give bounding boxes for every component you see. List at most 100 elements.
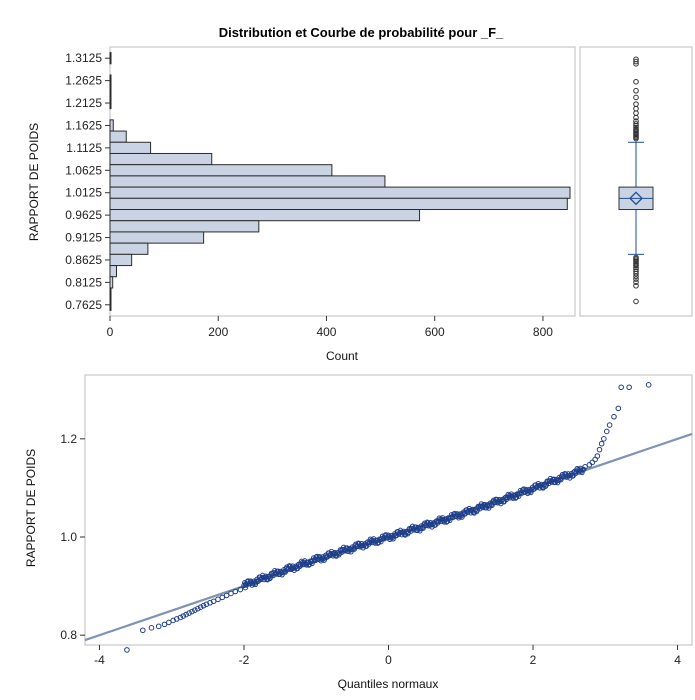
histogram-y-tick-label: 1.3125: [65, 51, 102, 65]
qq-point: [626, 384, 632, 391]
histogram-x-ticks: 0 200 400 600 800: [107, 316, 553, 339]
qq-point: [194, 605, 201, 612]
boxplot-outlier: [633, 126, 639, 133]
qq-point: [166, 619, 172, 626]
histogram-y-tick-label: 1.1625: [65, 118, 102, 132]
boxplot-mean-marker: [629, 191, 643, 206]
histogram-bar: [109, 209, 421, 222]
qq-x-tick-label: -4: [94, 653, 105, 667]
histogram-x-tick-label: 800: [533, 325, 553, 339]
histogram-y-tick-label: 0.8625: [65, 253, 102, 267]
qq-point: [186, 610, 192, 616]
qq-point: [219, 594, 226, 601]
histogram-x-tick-label: 0: [107, 325, 114, 339]
qq-x-tick-label: -2: [239, 653, 250, 667]
qq-x-axis-label: Quantiles normaux: [338, 677, 439, 691]
qq-x-ticks: -4 -2 0 2 4: [94, 645, 681, 667]
qq-point: [615, 405, 622, 412]
histogram-bar: [109, 276, 114, 289]
qq-x-tick-label: 4: [674, 653, 681, 667]
qq-point: [155, 623, 162, 630]
qq-x-tick-label: 2: [530, 653, 537, 667]
qq-point: [516, 493, 522, 499]
histogram-bar: [109, 253, 133, 267]
qq-y-tick-label: 1.2: [60, 432, 77, 446]
qq-point: [594, 453, 601, 459]
histogram-bar: [109, 85, 112, 98]
histogram-x-tick-label: 400: [316, 325, 336, 339]
histogram-bar: [109, 119, 114, 132]
histogram-bar: [109, 164, 333, 177]
histogram-y-tick-label: 1.0625: [65, 163, 102, 177]
qq-point: [237, 586, 244, 593]
histogram-y-tick-label: 0.9625: [65, 208, 102, 222]
boxplot-outlier: [633, 56, 639, 63]
histogram-bar: [109, 186, 571, 199]
histogram-bar: [109, 231, 205, 244]
boxplot-panel: [579, 46, 693, 317]
qq-point: [183, 611, 189, 618]
qq-point: [411, 527, 417, 533]
boxplot-outlier: [633, 273, 639, 280]
histogram-bar: [109, 265, 117, 278]
boxplot-marks: [618, 56, 654, 305]
qq-point: [372, 540, 378, 546]
qq-point: [210, 598, 217, 605]
boxplot-outlier: [633, 270, 639, 277]
histogram-x-tick-label: 200: [208, 325, 228, 339]
histogram-bar: [109, 242, 149, 255]
qq-point: [177, 614, 184, 621]
qq-point: [245, 578, 251, 584]
histogram-panel: 1.3125 1.2625 1.2125 1.1625 1.1125 1.0625 1.01…: [27, 46, 576, 363]
histogram-y-tick-label: 0.8125: [65, 275, 102, 289]
qq-y-tick-label: 0.8: [60, 628, 77, 642]
qq-point: [582, 464, 588, 470]
qq-point: [444, 518, 451, 524]
histogram-bar: [109, 175, 386, 188]
qq-point: [603, 428, 610, 435]
qq-y-axis-label: RAPPORT DE POIDS: [24, 449, 38, 567]
qq-point: [606, 422, 613, 428]
histogram-x-axis-label: Count: [326, 349, 359, 363]
boxplot-outlier: [633, 298, 639, 305]
boxplot-outlier: [633, 118, 639, 124]
qq-point: [309, 560, 315, 567]
histogram-bar: [109, 130, 127, 143]
histogram-bars: [109, 52, 571, 311]
qq-points: [124, 382, 652, 653]
histogram-bar: [109, 298, 112, 311]
qq-point: [242, 584, 249, 591]
qq-point: [215, 596, 221, 603]
qq-x-tick-label: 0: [385, 653, 392, 667]
qq-point: [342, 548, 348, 554]
qq-point: [541, 481, 547, 488]
boxplot-outlier: [633, 262, 639, 269]
histogram-bar: [109, 52, 112, 65]
qq-point: [161, 621, 168, 628]
qq-point: [197, 604, 204, 611]
qq-point: [441, 519, 447, 525]
histogram-y-tick-label: 0.7625: [65, 298, 102, 312]
boxplot-outlier: [633, 124, 639, 131]
histogram-bar: [109, 287, 112, 300]
boxplot-frame: [579, 46, 693, 317]
histogram-y-tick-label: 1.2625: [65, 74, 102, 88]
qq-point: [589, 459, 596, 466]
chart-title: Distribution et Courbe de probabilité po…: [219, 25, 504, 40]
histogram-y-ticks: 1.3125 1.2625 1.2125 1.1625 1.1125 1.0625 1.01…: [65, 51, 110, 312]
boxplot-outlier: [633, 58, 639, 65]
histogram-bar: [109, 152, 213, 166]
boxplot-outlier: [633, 121, 639, 127]
histogram-y-tick-label: 0.9125: [65, 231, 102, 245]
qq-point: [140, 627, 146, 634]
boxplot-outlier: [633, 276, 639, 282]
histogram-y-tick-label: 1.1125: [66, 141, 102, 155]
boxplot-outlier: [633, 94, 639, 101]
qq-point: [611, 413, 617, 420]
qq-point: [645, 382, 652, 388]
qq-point: [601, 436, 607, 442]
boxplot-outlier: [633, 264, 639, 271]
boxplot-outlier: [633, 78, 639, 85]
